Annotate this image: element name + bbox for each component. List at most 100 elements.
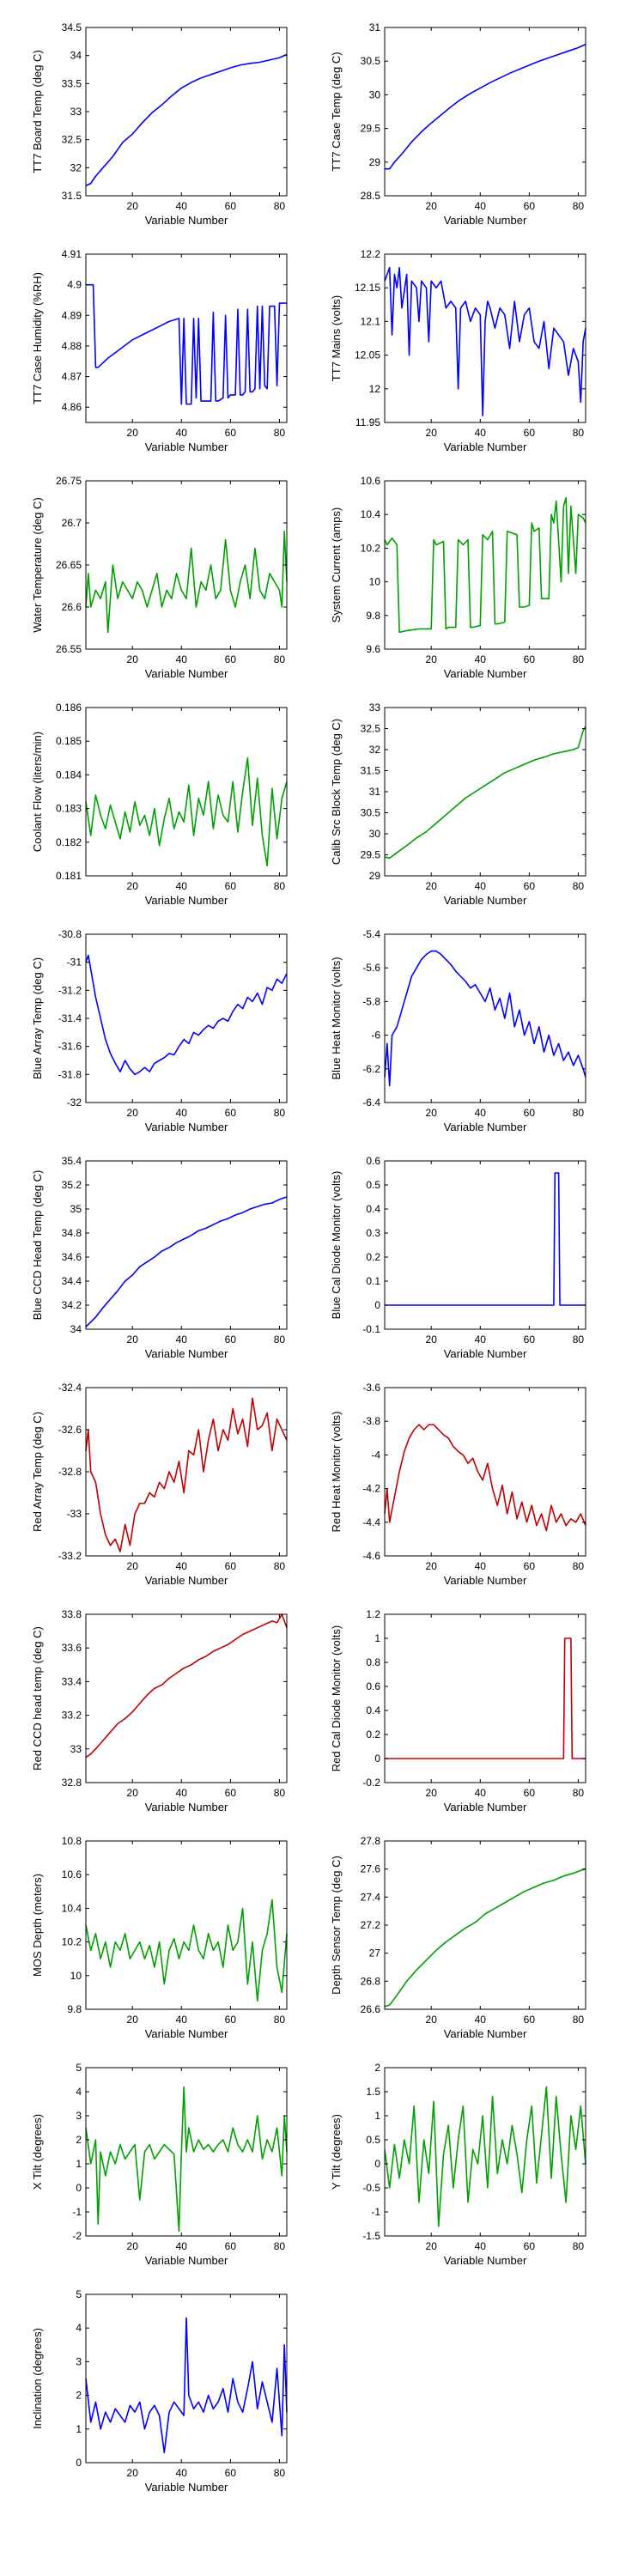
y-tick-label: 4.88	[62, 340, 82, 352]
chart-panel: 11.95 12 12.05 12.1 12.15 12.2 20 40 60 80 Variabl…	[330, 248, 586, 453]
axes-box	[384, 253, 586, 423]
y-tick-label: 33	[369, 702, 381, 714]
y-tick-label: -31	[67, 957, 82, 969]
chart-panel: -32 -31.8 -31.6 -31.4 -31.2 -31 -30.8 20 40 60 80 V…	[31, 928, 288, 1133]
x-axis-label: Variable Number	[145, 214, 228, 227]
x-tick-label: 40	[475, 427, 487, 439]
y-tick-label: 2	[374, 2062, 380, 2074]
y-tick-label: 2	[76, 2134, 82, 2146]
x-tick-label: 60	[524, 1560, 536, 1572]
y-tick-label: -32.4	[58, 1382, 82, 1394]
y-tick-label: 5	[76, 2062, 82, 2074]
x-tick-label: 20	[426, 1560, 438, 1572]
x-tick-label: 40	[176, 200, 188, 212]
axes-box	[384, 27, 586, 197]
y-tick-label: 0.5	[366, 1179, 380, 1191]
y-tick-label: 33.5	[62, 77, 82, 89]
x-axis-label: Variable Number	[444, 1574, 527, 1587]
x-axis-label: Variable Number	[145, 1574, 228, 1587]
y-axis-label: Blue Array Temp (deg C)	[31, 957, 44, 1079]
y-tick-label: -32.8	[58, 1466, 82, 1478]
y-tick-label: 0.2	[366, 1728, 380, 1741]
x-tick-label: 40	[176, 2014, 188, 2026]
y-tick-label: 33.2	[62, 1710, 82, 1722]
y-tick-label: 27.2	[361, 1919, 381, 1931]
y-axis-label: TT7 Case Temp (deg C)	[330, 52, 343, 171]
x-tick-label: 20	[127, 1787, 139, 1799]
y-tick-label: 32.5	[62, 134, 82, 146]
y-tick-label: 1	[374, 2110, 380, 2122]
x-tick-label: 20	[127, 427, 139, 439]
y-tick-label: 32.8	[62, 1777, 82, 1789]
y-tick-label: -1	[72, 2206, 82, 2218]
y-tick-label: -32.6	[58, 1424, 82, 1436]
chart-panel: 9.8 10 10.2 10.4 10.6 10.8 20 40 60 80 Variable Nu…	[31, 1835, 288, 2040]
y-tick-label: 12.2	[361, 248, 381, 260]
y-axis-label: Inclination (degrees)	[31, 2328, 44, 2429]
y-tick-label: 2	[76, 2390, 82, 2402]
y-tick-label: 33.8	[62, 1608, 82, 1620]
series-line	[384, 496, 586, 634]
axes-box	[85, 253, 288, 423]
axes-box	[384, 480, 586, 650]
x-tick-label: 20	[426, 2240, 438, 2252]
y-tick-label: 29.5	[361, 123, 381, 135]
chart-panel: -0.2 0 0.2 0.4 0.6 0.8 1 1.2 20 40 60 80 Variable Nu…	[330, 1608, 586, 1814]
y-tick-label: 26.6	[62, 601, 82, 613]
y-tick-label: 10.6	[62, 1868, 82, 1880]
y-tick-label: 10.2	[361, 542, 381, 554]
y-axis-label: Blue Cal Diode Monitor (volts)	[330, 1171, 343, 1320]
y-tick-label: 28.5	[361, 190, 381, 202]
y-tick-label: -6.4	[362, 1097, 380, 1109]
series-line	[85, 2317, 288, 2454]
x-axis-label: Variable Number	[145, 2027, 228, 2040]
x-tick-label: 40	[475, 1787, 487, 1799]
y-tick-label: -33.2	[58, 1550, 82, 1562]
y-tick-label: 27.4	[361, 1891, 381, 1903]
x-tick-label: 60	[524, 1787, 536, 1799]
x-tick-label: 40	[176, 2240, 188, 2252]
x-tick-label: 80	[274, 1787, 286, 1799]
series-line	[384, 1424, 586, 1532]
y-tick-label: -31.8	[58, 1068, 82, 1080]
y-tick-label: 35.2	[62, 1179, 82, 1191]
series-line	[85, 954, 288, 1076]
y-tick-label: 0.8	[366, 1656, 380, 1668]
x-tick-label: 60	[225, 427, 237, 439]
series-line	[85, 2086, 288, 2233]
x-tick-label: 40	[176, 880, 188, 892]
y-axis-label: X Tilt (degrees)	[31, 2114, 44, 2190]
series-line	[85, 1196, 288, 1327]
x-tick-label: 20	[127, 1334, 139, 1346]
y-tick-label: 29	[369, 156, 381, 168]
x-axis-label: Variable Number	[444, 894, 527, 907]
y-tick-label: 29	[369, 870, 381, 882]
chart-panel: 29 29.5 30 30.5 31 31.5 32 32.5 33 20 40 60 80 Variab…	[330, 702, 586, 907]
y-tick-label: 0	[76, 2182, 82, 2194]
y-tick-label: 34.8	[62, 1227, 82, 1239]
y-tick-label: 30.5	[361, 55, 381, 67]
y-tick-label: 9.8	[67, 2003, 82, 2015]
x-axis-label: Variable Number	[444, 667, 527, 680]
x-tick-label: 60	[524, 1334, 536, 1346]
y-tick-label: 4.89	[62, 309, 82, 321]
y-tick-label: 0.6	[366, 1680, 380, 1692]
series-line	[85, 1613, 288, 1759]
series-line	[86, 283, 287, 405]
y-tick-label: -6	[371, 1030, 380, 1042]
y-tick-label: 4.91	[62, 248, 82, 260]
x-tick-label: 80	[274, 880, 286, 892]
x-tick-label: 40	[475, 1334, 487, 1346]
y-tick-label: 0.185	[56, 735, 82, 747]
y-axis-label: Red Heat Monitor (volts)	[330, 1412, 343, 1533]
series-line	[385, 43, 586, 170]
x-tick-label: 80	[274, 2240, 286, 2252]
y-tick-label: 31	[369, 786, 381, 798]
x-tick-label: 60	[225, 2014, 237, 2026]
chart-panel: 31.5 32 32.5 33 33.5 34 34.5 20 40 60 80 Variable N…	[31, 21, 288, 227]
y-tick-label: -3.6	[362, 1382, 380, 1394]
x-tick-label: 60	[524, 200, 536, 212]
y-tick-label: 34	[70, 50, 82, 62]
x-tick-label: 80	[573, 1334, 585, 1346]
y-axis-label: Water Temperature (deg C)	[31, 497, 44, 633]
